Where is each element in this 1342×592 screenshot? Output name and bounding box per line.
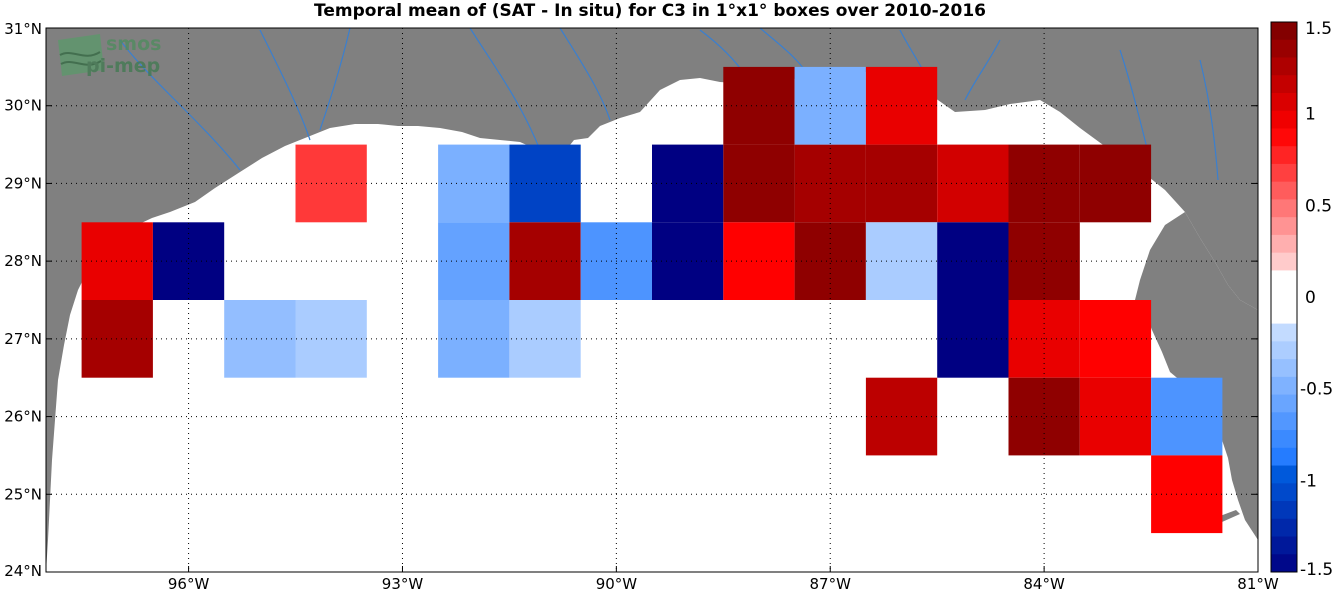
colorbar-label-1p5: 1.5 xyxy=(1305,19,1332,39)
heatmap-cell xyxy=(937,144,1009,223)
colorbar-swatch xyxy=(1271,110,1297,129)
colorbar-swatch xyxy=(1271,430,1297,449)
logo-wave-lines-icon xyxy=(59,51,102,66)
latitude-labels: 31°N 30°N 29°N 28°N 27°N 26°N 25°N 24°N xyxy=(4,20,42,580)
colorbar-swatch xyxy=(1271,305,1297,325)
heatmap-cell xyxy=(1008,377,1080,456)
lat-label-25n: 25°N xyxy=(4,485,42,503)
river-2 xyxy=(259,29,311,141)
colorbar-swatch xyxy=(1271,252,1297,271)
colorbar-swatch xyxy=(1271,163,1297,183)
heatmap-cell xyxy=(81,222,153,300)
lat-label-30n: 30°N xyxy=(4,97,42,115)
colorbar-swatch xyxy=(1271,199,1297,218)
colorbar-label-1: 1 xyxy=(1305,105,1316,125)
lat-label-27n: 27°N xyxy=(4,330,42,348)
heatmap-cell xyxy=(81,300,153,378)
heatmap-cell xyxy=(438,144,510,223)
land-florida xyxy=(1135,212,1258,540)
colorbar-swatch xyxy=(1271,501,1297,520)
heatmap-cell xyxy=(224,300,296,378)
lon-label-84w: 84°W xyxy=(1023,575,1065,592)
chart-title: Temporal mean of (SAT - In situ) for C3 … xyxy=(314,1,986,21)
lat-label-28n: 28°N xyxy=(4,252,42,270)
heatmap-cell xyxy=(652,222,724,300)
heatmap-cell xyxy=(1079,377,1152,456)
longitude-labels: 96°W 93°W 90°W 87°W 84°W 81°W xyxy=(168,575,1279,592)
heatmap-cell xyxy=(1079,144,1152,223)
heatmap-cell xyxy=(937,222,1009,300)
river-1 xyxy=(119,39,241,171)
colorbar-swatch xyxy=(1271,22,1297,41)
colorbar-label-m1p5: -1.5 xyxy=(1300,560,1333,580)
river-4 xyxy=(469,27,541,151)
axis-ticks xyxy=(46,27,1259,573)
colorbar-label-m0p5: -0.5 xyxy=(1300,380,1333,400)
heatmap-cell xyxy=(723,144,795,223)
colorbar-swatch xyxy=(1271,217,1297,236)
lat-label-26n: 26°N xyxy=(4,408,42,426)
heatmap-cell xyxy=(1079,300,1152,378)
lon-label-90w: 90°W xyxy=(596,575,638,592)
logo-line1: smos xyxy=(106,33,161,55)
colorbar-swatch xyxy=(1271,128,1297,147)
colorbar-swatch xyxy=(1271,92,1297,112)
heatmap-cell xyxy=(438,222,510,300)
colorbar-swatch xyxy=(1271,288,1297,307)
lon-label-93w: 93°W xyxy=(382,575,424,592)
river-9 xyxy=(964,39,1001,101)
colorbar-swatch xyxy=(1271,394,1297,413)
heatmap-cell xyxy=(723,66,795,145)
colorbar-swatch xyxy=(1271,323,1297,342)
heatmap-cell xyxy=(652,144,724,223)
colorbar-swatch xyxy=(1271,554,1297,573)
colorbar-swatch xyxy=(1271,465,1297,484)
colorbar-swatch xyxy=(1271,39,1297,58)
map-frame xyxy=(45,27,1259,573)
colorbar-swatch xyxy=(1271,447,1297,467)
lon-label-81w: 81°W xyxy=(1237,575,1279,592)
lon-label-87w: 87°W xyxy=(809,575,851,592)
heatmap-cell xyxy=(1008,222,1080,300)
colorbar-frame xyxy=(1270,21,1298,573)
heatmap-cell xyxy=(152,222,225,300)
colorbar-swatch xyxy=(1271,181,1297,200)
colorbar-labels: 1.5 1 0.5 0 -0.5 -1 -1.5 xyxy=(1300,19,1333,580)
river-5 xyxy=(559,27,611,121)
logo-line2: pi-mep xyxy=(86,55,160,77)
colorbar-swatch xyxy=(1271,146,1297,165)
river-11 xyxy=(1199,59,1219,181)
lat-label-24n: 24°N xyxy=(4,562,42,580)
heatmap-cell xyxy=(509,144,581,223)
colorbar xyxy=(1271,22,1297,573)
colorbar-swatch xyxy=(1271,57,1297,76)
colorbar-swatch xyxy=(1271,536,1297,555)
heatmap-cell xyxy=(509,300,581,378)
colorbar-swatch xyxy=(1271,376,1297,396)
colorbar-swatch xyxy=(1271,359,1297,378)
colorbar-label-0p5: 0.5 xyxy=(1305,196,1332,216)
lon-label-96w: 96°W xyxy=(168,575,210,592)
colorbar-swatch xyxy=(1271,412,1297,431)
land-north xyxy=(46,28,1258,572)
colorbar-swatch xyxy=(1271,270,1297,289)
colorbar-swatch xyxy=(1271,234,1297,254)
heatmap-cell xyxy=(723,222,795,300)
lat-label-29n: 29°N xyxy=(4,174,42,192)
colorbar-swatch xyxy=(1271,75,1297,94)
lat-label-31n: 31°N xyxy=(4,20,42,38)
heatmap-cell xyxy=(438,300,510,378)
colorbar-label-0: 0 xyxy=(1305,288,1316,308)
smos-pimep-logo: smos pi-mep xyxy=(58,33,161,77)
colorbar-swatch xyxy=(1271,483,1297,502)
river-3 xyxy=(319,27,351,131)
colorbar-swatch xyxy=(1271,518,1297,538)
colorbar-label-m1: -1 xyxy=(1300,471,1317,491)
colorbar-swatch xyxy=(1271,341,1297,360)
heatmap-cell xyxy=(937,300,1009,378)
heatmap-cell xyxy=(509,222,581,300)
